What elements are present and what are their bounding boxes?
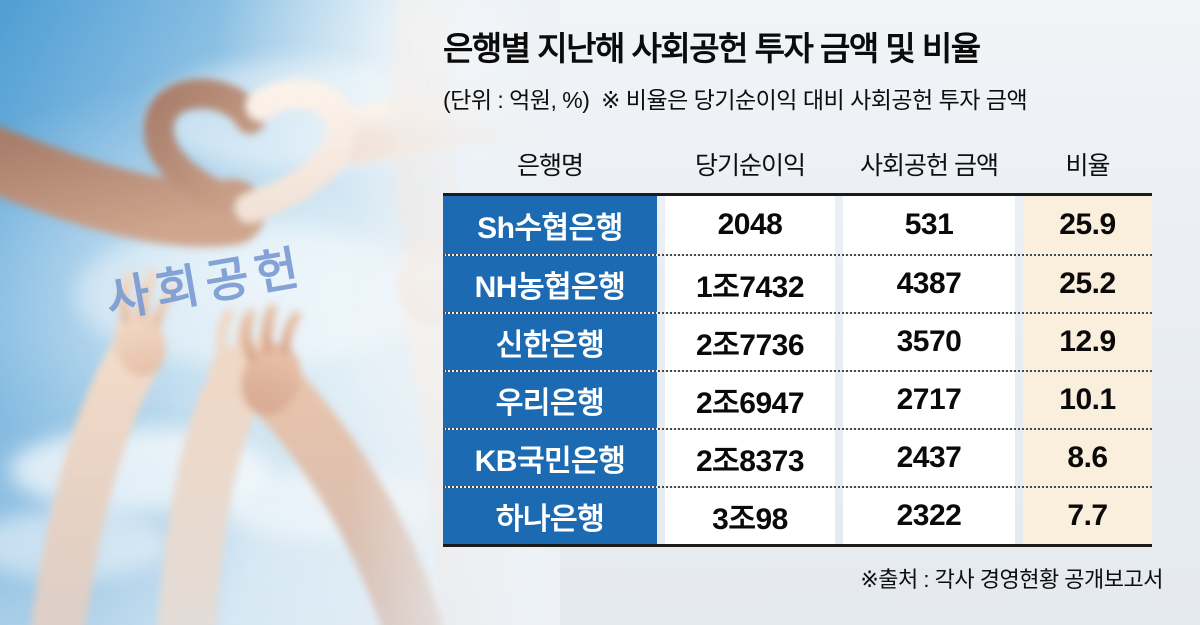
table-header-row: 은행명 당기순이익 사회공헌 금액 비율 bbox=[443, 148, 1152, 181]
net-income-cell: 2조6947 bbox=[665, 371, 835, 428]
table-panel: 은행별 지난해 사회공헌 투자 금액 및 비율 (단위 : 억원, %) ※ 비… bbox=[443, 0, 1164, 594]
contribution-cell: 2437 bbox=[843, 429, 1015, 486]
data-table: Sh수협은행 2048 531 25.9 NH농협은행 1조7432 4387 … bbox=[443, 192, 1152, 547]
col-header-ratio: 비율 bbox=[1065, 152, 1110, 181]
ratio-cell: 25.2 bbox=[1023, 255, 1152, 312]
table-row: 우리은행 2조6947 2717 10.1 bbox=[443, 369, 1152, 428]
table-row: 하나은행 3조98 2322 7.7 bbox=[443, 485, 1152, 544]
net-income-cell: 2조8373 bbox=[665, 429, 835, 486]
ratio-cell: 12.9 bbox=[1023, 313, 1152, 370]
table-row: NH농협은행 1조7432 4387 25.2 bbox=[443, 253, 1152, 312]
bank-name-cell: KB국민은행 bbox=[443, 429, 657, 486]
bank-name-cell: Sh수협은행 bbox=[443, 195, 657, 254]
bank-name-cell: 우리은행 bbox=[443, 371, 657, 428]
page-title: 은행별 지난해 사회공헌 투자 금액 및 비율 bbox=[443, 30, 981, 67]
contribution-cell: 4387 bbox=[843, 255, 1015, 312]
ratio-cell: 8.6 bbox=[1023, 429, 1152, 486]
contribution-cell: 3570 bbox=[843, 313, 1015, 370]
bank-name-cell: 신한은행 bbox=[443, 313, 657, 370]
table-row: Sh수협은행 2048 531 25.9 bbox=[443, 195, 1152, 254]
bank-name-cell: 하나은행 bbox=[443, 487, 657, 544]
net-income-cell: 3조98 bbox=[665, 487, 835, 544]
bank-name-cell: NH농협은행 bbox=[443, 255, 657, 312]
contribution-cell: 531 bbox=[843, 195, 1015, 254]
ratio-cell: 25.9 bbox=[1023, 195, 1152, 254]
source-note: ※출처 : 각사 경영현황 공개보고서 bbox=[860, 566, 1163, 592]
net-income-cell: 2048 bbox=[665, 195, 835, 254]
ratio-cell: 7.7 bbox=[1023, 487, 1152, 544]
net-income-cell: 1조7432 bbox=[665, 255, 835, 312]
col-header-net-income: 당기순이익 bbox=[694, 152, 806, 181]
table-row: 신한은행 2조7736 3570 12.9 bbox=[443, 311, 1152, 370]
net-income-cell: 2조7736 bbox=[665, 313, 835, 370]
contribution-cell: 2322 bbox=[843, 487, 1015, 544]
col-header-contribution: 사회공헌 금액 bbox=[860, 152, 999, 181]
contribution-cell: 2717 bbox=[843, 371, 1015, 428]
unit-note: (단위 : 억원, %) ※ 비율은 당기순이익 대비 사회공헌 투자 금액 bbox=[443, 86, 1028, 113]
col-header-bank: 은행명 bbox=[516, 152, 584, 181]
ratio-cell: 10.1 bbox=[1023, 371, 1152, 428]
table-row: KB국민은행 2조8373 2437 8.6 bbox=[443, 427, 1152, 486]
